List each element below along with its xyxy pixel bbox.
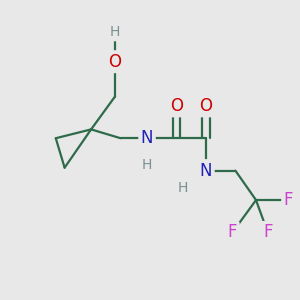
Text: O: O [170,97,183,115]
Text: H: H [142,158,152,172]
Text: F: F [284,191,293,209]
Text: N: N [200,162,212,180]
Text: O: O [200,97,212,115]
Text: N: N [141,129,153,147]
Text: F: F [228,224,237,242]
Text: H: H [110,25,120,39]
Text: O: O [108,53,121,71]
Text: F: F [263,224,272,242]
Text: H: H [177,181,188,195]
